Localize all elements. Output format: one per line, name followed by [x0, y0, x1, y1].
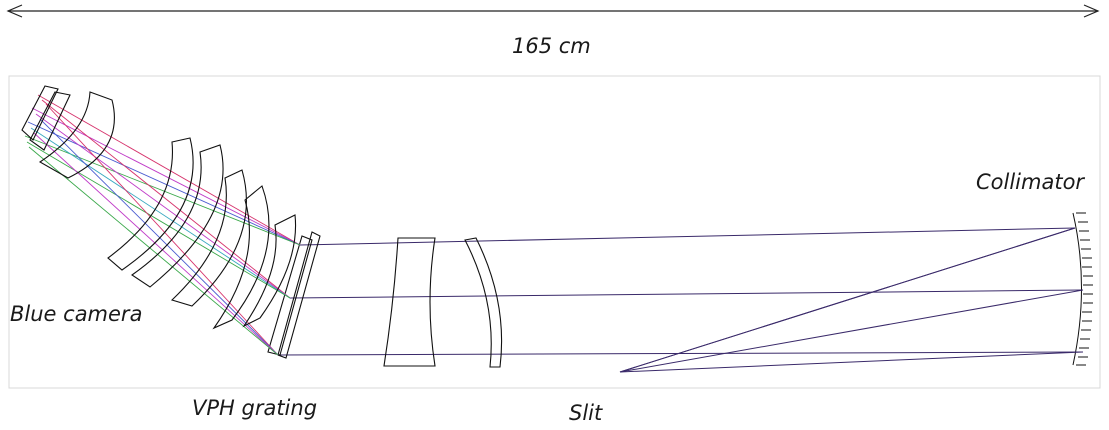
- corrector-lens: [383, 237, 436, 367]
- blue-camera-label: Blue camera: [10, 302, 143, 326]
- meniscus-lens: [464, 237, 503, 368]
- dimension-arrow: [6, 4, 1100, 18]
- collimated-beams: [277, 227, 1084, 373]
- slit-label: Slit: [569, 401, 603, 425]
- camera-rays: [24, 94, 301, 356]
- collimator-label: Collimator: [976, 170, 1085, 194]
- vph-grating: [267, 231, 321, 359]
- collimator-mirror: [1072, 212, 1093, 366]
- vph-grating-label: VPH grating: [192, 396, 318, 420]
- camera-lenses: [21, 85, 297, 330]
- diagram-frame: [8, 75, 1101, 389]
- dimension-label: 165 cm: [512, 34, 591, 58]
